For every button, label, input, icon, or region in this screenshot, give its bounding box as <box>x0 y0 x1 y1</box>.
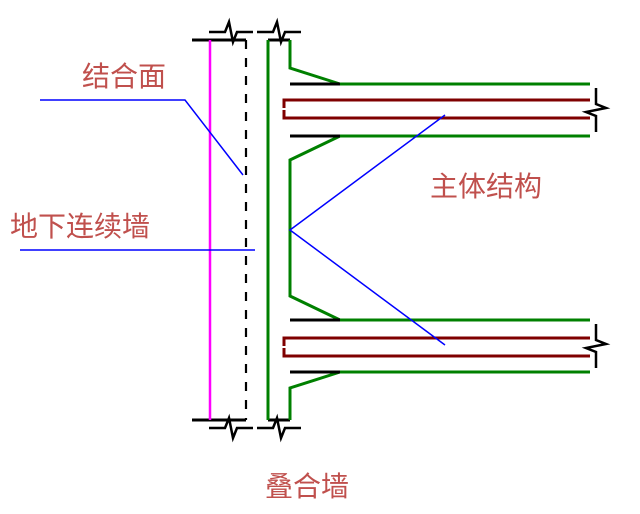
label-interface: 结合面 <box>82 55 166 95</box>
label-main-structure: 主体结构 <box>430 165 542 205</box>
label-diaphragm-wall: 地下连续墙 <box>10 205 150 245</box>
label-composite-wall: 叠合墙 <box>265 465 349 505</box>
